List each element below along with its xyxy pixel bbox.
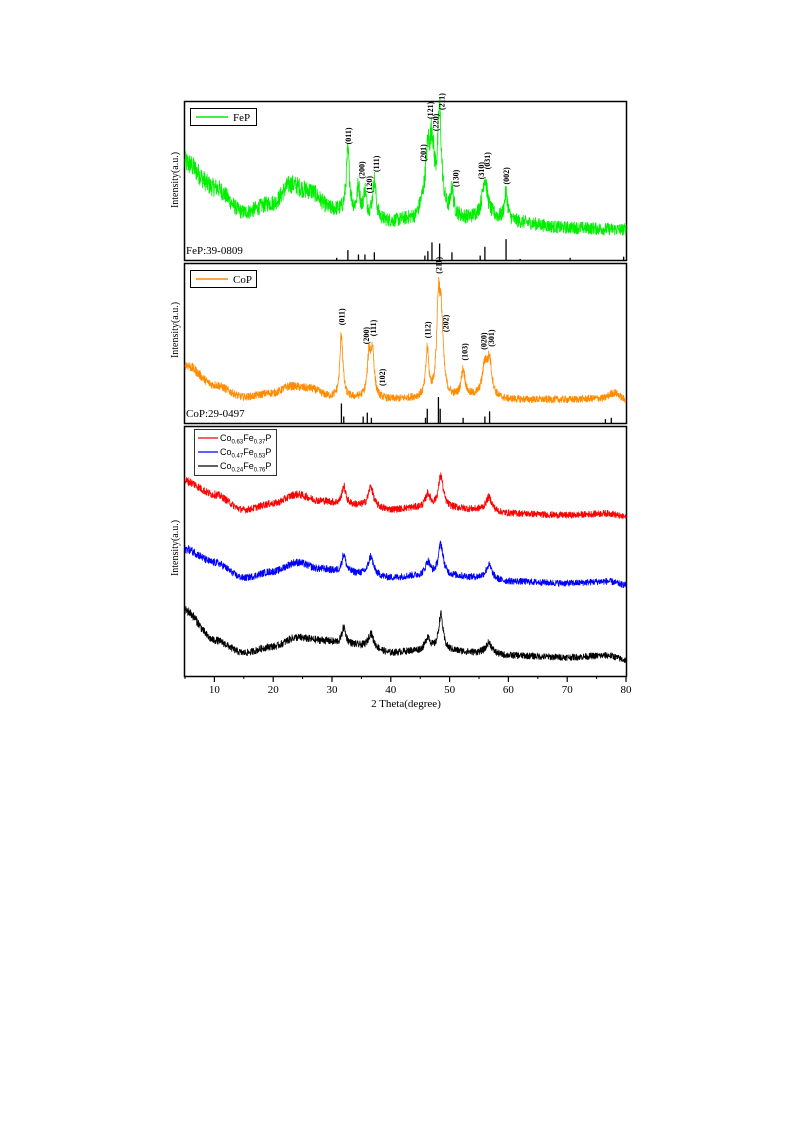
- cop-peak-label-6: (202): [442, 314, 451, 332]
- cofep-y-axis-label: Intensity(a.u.): [170, 520, 181, 576]
- cop-peak-label-4: (112): [423, 321, 432, 338]
- mix-trace-2: [184, 540, 627, 589]
- mix-trace-1: [184, 472, 627, 520]
- cop-peak-label-3: (102): [378, 368, 387, 386]
- x-axis-label: 2 Theta(degree): [371, 698, 441, 710]
- x-tick-label-40: 40: [385, 684, 397, 696]
- fep-peak-label-1: (200): [357, 161, 366, 179]
- fep-peak-label-3: (111): [372, 155, 381, 172]
- cop-peak-label-2: (111): [369, 319, 378, 336]
- x-tick-label-70: 70: [562, 684, 574, 696]
- cop-legend-label: CoP: [233, 274, 252, 286]
- mix-legend-label-2: Co0.47Fe0.53P: [220, 447, 271, 460]
- x-tick-label-30: 30: [327, 684, 339, 696]
- x-tick-label-60: 60: [503, 684, 515, 696]
- fep-reference-label: FeP:39-0809: [186, 245, 243, 257]
- cop-trace: [184, 276, 627, 404]
- fep-panel-frame: [183, 100, 628, 262]
- cofep-panel-frame: [183, 425, 628, 678]
- fep-trace: [184, 98, 627, 236]
- cop-reference-label: CoP:29-0497: [186, 408, 245, 420]
- x-tick-label-10: 10: [209, 684, 221, 696]
- x-tick-label-80: 80: [621, 684, 633, 696]
- mix-trace-3: [184, 606, 627, 664]
- cop-peak-label-9: (301): [487, 329, 496, 347]
- fep-peak-label-9: (310): [477, 162, 486, 180]
- fep-peak-label-0: (011): [344, 127, 353, 144]
- cop-peak-label-0: (011): [337, 308, 346, 325]
- cop-peak-label-8: (020): [480, 332, 489, 350]
- cop-peak-label-5: (211): [434, 256, 443, 273]
- fep-peak-label-5: (121): [426, 101, 435, 119]
- fep-peak-label-8: (130): [452, 169, 461, 187]
- fep-peak-label-10: (031): [483, 152, 492, 170]
- x-tick-label-20: 20: [268, 684, 280, 696]
- fep-peak-label-11: (002): [502, 167, 511, 185]
- mix-legend-label-3: Co0.24Fe0.76P: [220, 461, 271, 474]
- fep-peak-label-7: (211): [437, 93, 446, 110]
- x-tick-label-50: 50: [444, 684, 456, 696]
- cop-y-axis-label: Intensity(a.u.): [170, 302, 181, 358]
- fep-peak-label-2: (120): [365, 176, 374, 194]
- fep-legend-label: FeP: [233, 112, 250, 124]
- cop-panel-frame: [183, 262, 628, 425]
- fep-y-axis-label: Intensity(a.u.): [170, 152, 181, 208]
- fep-peak-label-4: (201): [419, 144, 428, 162]
- fep-peak-label-6: (220): [432, 113, 441, 131]
- mix-legend-label-1: Co0.63Fe0.37P: [220, 433, 271, 446]
- cop-peak-label-7: (103): [460, 343, 469, 361]
- cop-peak-label-1: (200): [362, 327, 371, 345]
